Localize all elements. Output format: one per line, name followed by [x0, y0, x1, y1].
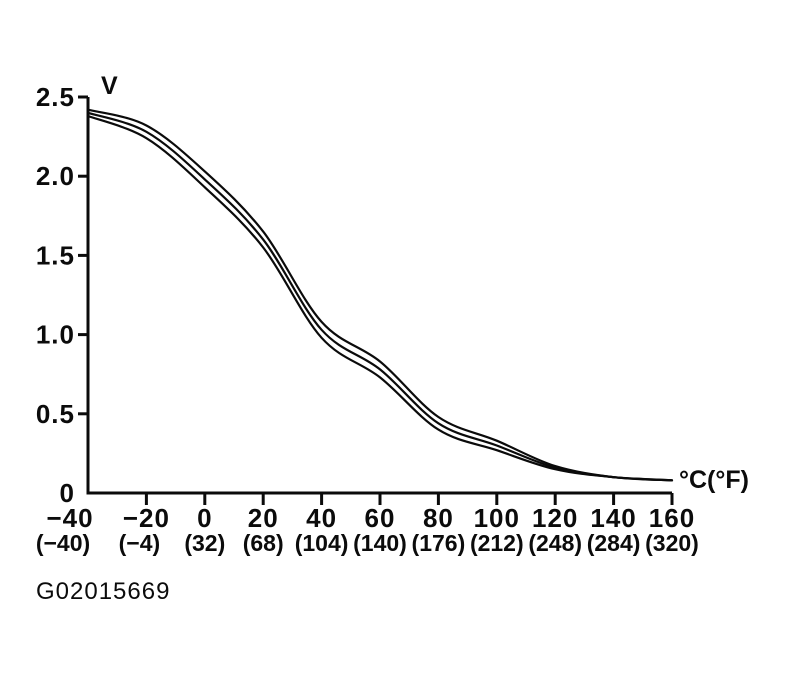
x-tick-label-celsius: 20 [248, 503, 279, 533]
x-tick-label-celsius: 120 [532, 503, 578, 533]
y-tick-label: 0.5 [36, 399, 75, 429]
x-tick-label-fahrenheit: (284) [587, 530, 641, 556]
x-tick-label-celsius: 140 [590, 503, 636, 533]
curve-lower-tolerance [86, 114, 674, 482]
x-tick-label-fahrenheit: (32) [184, 530, 225, 556]
x-tick-label-celsius: −20 [123, 503, 170, 533]
x-tick-label-fahrenheit: (140) [353, 530, 407, 556]
x-axis-unit-label: °C(°F) [679, 466, 749, 494]
axes-lines [86, 97, 672, 495]
y-tick-label: 2.0 [36, 161, 75, 191]
x-tick-label-celsius: 160 [649, 503, 695, 533]
x-tick-label-fahrenheit: (320) [645, 530, 699, 556]
x-tick-label-fahrenheit: (104) [295, 530, 349, 556]
x-tick-label-fahrenheit: (212) [470, 530, 524, 556]
y-tick-label: 2.5 [36, 82, 75, 112]
y-tick-label: 1.0 [36, 320, 75, 350]
x-tick-label-celsius: 100 [474, 503, 520, 533]
x-tick-label-celsius: 60 [365, 503, 396, 533]
x-tick-label-fahrenheit: (68) [243, 530, 284, 556]
x-tick-label-fahrenheit: (248) [528, 530, 582, 556]
x-tick-label-celsius: −40 [46, 503, 93, 533]
x-tick-label-fahrenheit: (176) [412, 530, 466, 556]
x-tick-label-fahrenheit: (−40) [36, 530, 90, 556]
curve-upper-tolerance [86, 108, 674, 482]
curve-nominal [86, 111, 674, 482]
figure-id-label: G02015669 [36, 578, 171, 605]
x-tick-label-celsius: 0 [197, 503, 212, 533]
y-tick-label: 0 [60, 478, 75, 508]
x-tick-label-celsius: 40 [306, 503, 337, 533]
x-tick-label-fahrenheit: (−4) [119, 530, 161, 556]
x-tick-label-celsius: 80 [423, 503, 454, 533]
y-axis-unit-label: V [101, 72, 118, 100]
y-tick-label: 1.5 [36, 240, 75, 270]
